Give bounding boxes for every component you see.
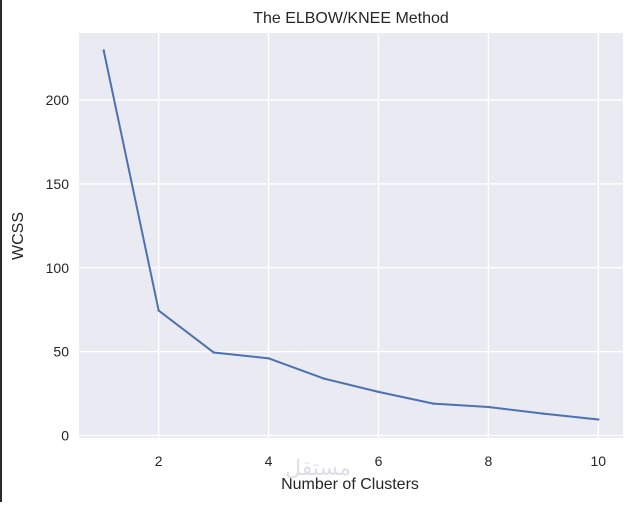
y-tick-label: 50 bbox=[53, 344, 69, 360]
y-tick-label: 200 bbox=[46, 92, 70, 108]
data-point bbox=[377, 390, 380, 394]
x-axis-label: Number of Clusters bbox=[281, 476, 419, 493]
y-axis-label: WCSS bbox=[10, 212, 27, 260]
y-tick-labels: 0 50 100 150 200 bbox=[46, 92, 70, 443]
window-left-border bbox=[0, 0, 2, 502]
data-point bbox=[597, 418, 600, 421]
series-line bbox=[102, 49, 600, 421]
data-point bbox=[102, 49, 105, 52]
plot-area bbox=[79, 33, 623, 438]
x-tick-labels: 2 4 6 8 10 bbox=[155, 453, 606, 469]
data-point bbox=[322, 377, 325, 380]
data-point bbox=[487, 405, 490, 409]
data-point bbox=[267, 357, 270, 360]
watermark-text: مستقل bbox=[285, 455, 351, 480]
chart-title: The ELBOW/KNEE Method bbox=[253, 10, 449, 27]
data-point bbox=[157, 309, 160, 312]
y-tick-label: 150 bbox=[46, 176, 70, 192]
data-point bbox=[542, 412, 545, 415]
x-tick-label: 8 bbox=[484, 453, 492, 469]
data-point bbox=[432, 402, 435, 405]
grid-lines bbox=[79, 33, 623, 438]
x-tick-label: 10 bbox=[590, 453, 606, 469]
data-point bbox=[212, 351, 215, 354]
series-layer bbox=[102, 49, 600, 421]
x-tick-label: 6 bbox=[375, 453, 383, 469]
x-tick-label: 4 bbox=[265, 453, 273, 469]
y-tick-label: 100 bbox=[46, 260, 70, 276]
x-tick-label: 2 bbox=[155, 453, 163, 469]
y-tick-label: 0 bbox=[61, 427, 69, 443]
